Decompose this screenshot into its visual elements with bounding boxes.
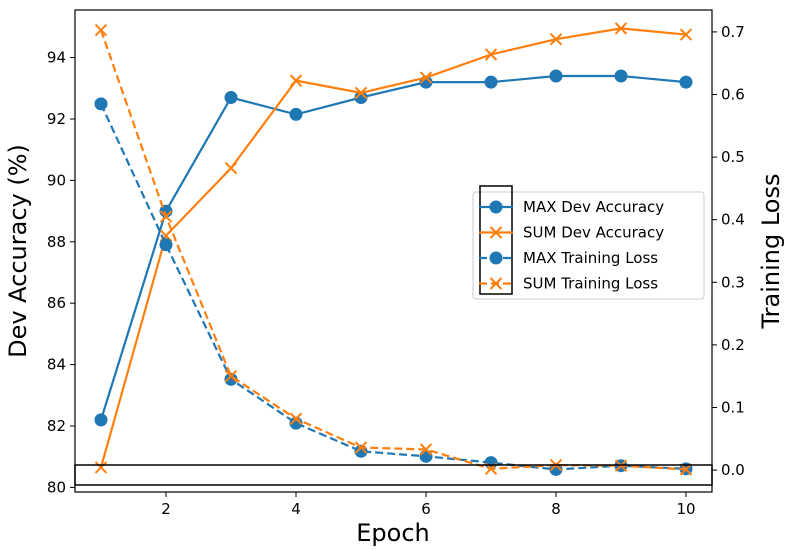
y-left-tick-label: 90 — [47, 171, 66, 189]
data-point — [94, 413, 108, 427]
legend-label: SUM Training Loss — [523, 275, 658, 293]
legend-label: MAX Dev Accuracy — [523, 198, 664, 216]
legend-marker — [489, 277, 503, 290]
data-point — [419, 71, 433, 84]
data-point — [679, 463, 693, 476]
series-layer — [94, 22, 693, 476]
x-axis-label: Epoch — [356, 519, 430, 547]
data-point — [94, 461, 108, 474]
data-point — [354, 441, 368, 454]
legend: MAX Dev Accuracy SUM Dev Accuracy MAX Trai… — [472, 185, 705, 300]
ticks-layer: 2 4 6 8 10 80 82 84 86 88 90 92 94 0.0 0.1 0.2 0.3 0.4 0.5… — [47, 23, 745, 518]
data-point — [289, 74, 303, 87]
legend-label: MAX Training Loss — [523, 249, 658, 267]
series-line — [99, 27, 687, 468]
data-point — [484, 75, 498, 89]
series-line — [99, 74, 687, 421]
y-left-tick-label: 86 — [47, 294, 66, 312]
data-point — [679, 28, 693, 41]
y-right-tick-label: 0.2 — [721, 336, 745, 354]
y-right-tick-label: 0.6 — [721, 86, 745, 104]
legend-entry: SUM Dev Accuracy — [479, 224, 664, 242]
legend-marker — [489, 251, 503, 265]
data-point — [614, 22, 628, 35]
data-point — [549, 462, 563, 476]
data-point — [94, 97, 108, 111]
data-point — [159, 210, 173, 223]
x-tick-label: 10 — [676, 500, 695, 518]
data-point — [484, 48, 498, 61]
x-tick-label: 2 — [161, 500, 171, 518]
data-point — [354, 86, 368, 100]
y-right-tick-label: 0.0 — [721, 461, 745, 479]
data-point — [419, 449, 433, 463]
data-point — [549, 32, 563, 46]
legend-marker — [489, 226, 503, 239]
x-tick-label: 8 — [551, 500, 561, 518]
data-point — [614, 69, 628, 83]
data-point — [679, 75, 693, 89]
y-left-tick-label: 80 — [47, 478, 66, 496]
legend-handle-highlight-box — [479, 185, 513, 295]
legend-marker — [489, 200, 503, 214]
y-left-tick-label: 88 — [47, 233, 66, 251]
x-tick-label: 6 — [421, 500, 431, 518]
legend-label: SUM Dev Accuracy — [523, 224, 664, 242]
data-point — [224, 161, 238, 175]
data-point — [289, 107, 303, 121]
y-left-tick-label: 92 — [47, 110, 66, 128]
legend-frame — [472, 191, 705, 300]
y-left-tick-label: 84 — [47, 356, 66, 374]
legend-entry: MAX Dev Accuracy — [479, 198, 664, 216]
data-point — [289, 412, 303, 425]
data-point — [224, 90, 238, 104]
legend-entry: SUM Training Loss — [479, 275, 658, 293]
series-sum-dev-accuracy — [94, 22, 693, 474]
series-max-dev-accuracy — [94, 69, 693, 427]
y-right-tick-label: 0.4 — [721, 211, 745, 229]
y-axis-label-left: Dev Accuracy (%) — [4, 144, 32, 358]
y-right-tick-label: 0.7 — [721, 23, 745, 41]
data-point — [419, 443, 433, 456]
data-point — [549, 69, 563, 83]
y-left-tick-label: 94 — [47, 49, 66, 67]
series-line — [100, 103, 687, 471]
data-point — [94, 23, 108, 37]
data-point — [159, 238, 173, 252]
x-tick-label: 4 — [291, 500, 301, 518]
y-right-tick-label: 0.5 — [721, 148, 745, 166]
y-right-tick-label: 0.3 — [721, 273, 745, 291]
y-axis-label-right: Training Loss — [757, 174, 785, 330]
legend-entry: MAX Training Loss — [479, 249, 658, 267]
data-point — [484, 456, 498, 470]
data-point — [224, 369, 238, 383]
plot-frame — [74, 9, 713, 493]
y-right-tick-label: 0.1 — [721, 398, 745, 416]
y-left-tick-label: 82 — [47, 417, 66, 435]
